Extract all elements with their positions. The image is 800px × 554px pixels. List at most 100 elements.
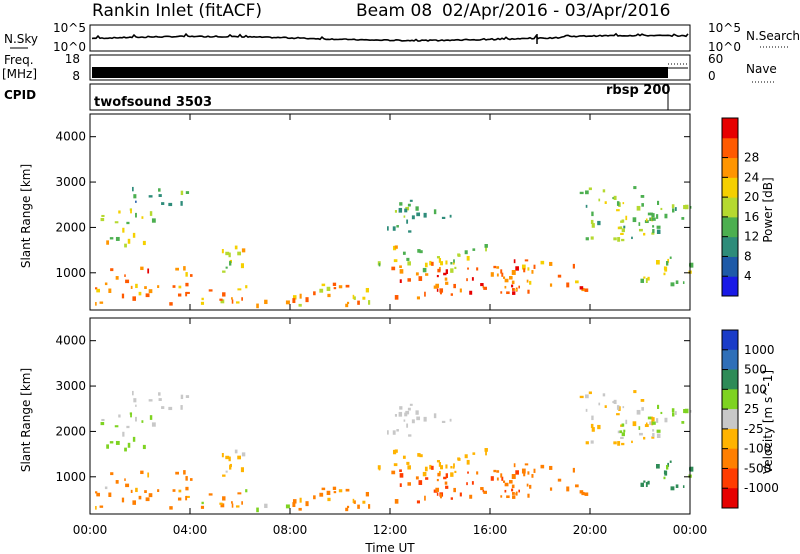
velocity-cell (245, 489, 248, 493)
velocity-cell (651, 417, 655, 422)
velocity-cell (585, 408, 588, 412)
power-cell (115, 276, 119, 280)
velocity-cell (540, 464, 545, 469)
velocity-cell (617, 441, 621, 446)
velocity-cell (391, 470, 396, 475)
velocity-cell (178, 489, 182, 493)
velocity-cell (109, 441, 114, 444)
velocity-cell (655, 464, 660, 469)
velocity-colorbar-label: Velocity [m s^-1] (761, 370, 775, 474)
y-tick-label: 4000 (55, 130, 86, 144)
velocity-cell (518, 489, 521, 493)
velocity-cell (549, 487, 553, 491)
power-cell (424, 291, 426, 297)
velocity-cell (500, 473, 503, 478)
power-cell (158, 194, 162, 197)
velocity-cell (500, 495, 503, 498)
colorbar-tick-label: 100 (744, 382, 767, 396)
power-cell (298, 303, 302, 307)
power-cell (241, 248, 246, 253)
velocity-cell (185, 476, 188, 481)
power-cell (664, 213, 668, 219)
power-cell (437, 268, 441, 273)
power-cell (445, 281, 449, 285)
velocity-cell (140, 470, 144, 475)
power-cell (527, 267, 530, 271)
power-cell (378, 263, 381, 267)
power-cell (598, 198, 601, 202)
velocity-cell (656, 433, 661, 438)
power-cell (352, 294, 355, 299)
velocity-cell (392, 430, 396, 435)
power-cell (641, 203, 644, 207)
velocity-cell (96, 492, 101, 497)
power-cell (124, 243, 127, 248)
power-cell (621, 228, 625, 233)
velocity-cell (220, 503, 225, 508)
velocity-cell (445, 485, 449, 489)
velocity-cell (527, 471, 530, 475)
velocity-cell (636, 409, 641, 415)
velocity-cell (394, 499, 399, 504)
power-cell (484, 244, 488, 248)
velocity-cell (394, 449, 398, 453)
power-cell (466, 255, 470, 261)
velocity-cell (411, 419, 415, 424)
power-y-axis: 1000 2000 3000 4000 (55, 130, 690, 280)
velocity-cell (454, 470, 457, 474)
power-cell (502, 276, 506, 279)
power-cell (485, 246, 487, 252)
velocity-cell (122, 431, 125, 437)
power-cell (411, 215, 415, 220)
velocity-cell (264, 503, 268, 509)
velocity-cell (353, 500, 356, 504)
nave-label: Nave (746, 62, 777, 76)
power-cell (225, 266, 228, 269)
velocity-cell (529, 484, 532, 489)
velocity-cell (469, 494, 473, 499)
colorbar-tick-label: 24 (744, 170, 759, 184)
velocity-cell (234, 449, 238, 454)
power-cell (168, 202, 173, 207)
velocity-cell (292, 499, 297, 504)
power-cell (512, 291, 516, 295)
velocity-cell (402, 455, 406, 459)
velocity-cell (417, 453, 421, 457)
power-cell (509, 276, 513, 280)
velocity-cell (127, 442, 131, 448)
power-cell (588, 187, 592, 191)
power-cell (392, 226, 396, 231)
power-cell (506, 291, 510, 295)
velocity-cell (407, 407, 411, 411)
velocity-cell (396, 429, 399, 432)
velocity-cell (333, 491, 337, 494)
velocity-cell (409, 403, 413, 406)
velocity-cell (235, 505, 240, 508)
power-cell (453, 259, 455, 264)
power-cell (135, 212, 137, 218)
colorbar-frame (721, 117, 739, 297)
velocity-cell (180, 405, 183, 410)
velocity-cell (378, 467, 381, 471)
velocity-cell (124, 478, 126, 481)
power-cell (616, 209, 620, 212)
velocity-cell (99, 505, 104, 508)
velocity-cell (368, 504, 371, 509)
velocity-cell (585, 394, 589, 399)
velocity-cell (511, 488, 514, 492)
velocity-cell (100, 421, 105, 426)
colorbar-segment (722, 157, 738, 178)
power-cell (225, 251, 230, 256)
power-cell (416, 212, 421, 217)
power-cell (189, 274, 193, 277)
velocity-cell (404, 412, 408, 417)
velocity-cell (240, 467, 245, 473)
nave-tick-top: 60 (708, 52, 723, 66)
velocity-cell (533, 468, 536, 473)
power-cell (557, 274, 562, 278)
power-cell (403, 215, 406, 218)
velocity-cell (671, 408, 675, 413)
power-cell (660, 207, 663, 211)
power-cell (604, 201, 607, 204)
velocity-cell (101, 418, 105, 421)
